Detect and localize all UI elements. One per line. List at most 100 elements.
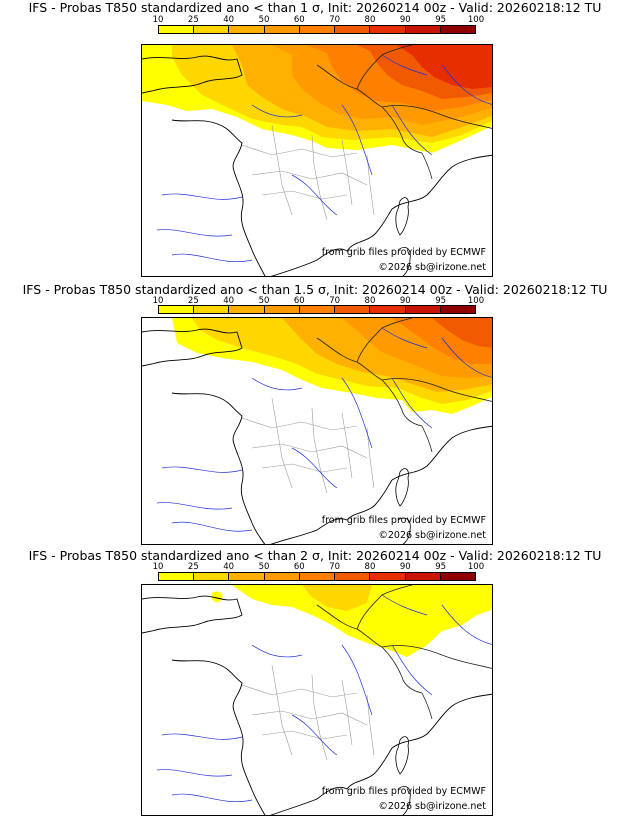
probability-map: from grib files provided by ECMWF ©2026 … (141, 317, 493, 545)
probability-map: from grib files provided by ECMWF ©2026 … (141, 584, 493, 816)
rivers (156, 327, 492, 532)
scale-swatch (229, 573, 265, 580)
scale-swatch (299, 26, 336, 33)
scale-swatch (159, 573, 195, 580)
coastline (142, 55, 492, 276)
scale-swatch (335, 573, 371, 580)
scale-swatch (299, 306, 336, 313)
scale-label: 95 (435, 296, 447, 306)
map-graphic (142, 318, 492, 544)
scale-swatch (440, 573, 475, 580)
color-scale-bar (158, 25, 476, 34)
panel-title: IFS - Probas T850 standardized ano < tha… (22, 282, 608, 297)
scale-label: 50 (258, 15, 270, 25)
prob-area-70 (432, 318, 492, 348)
scale-label: 100 (467, 296, 485, 306)
scale-label: 40 (223, 296, 235, 306)
national-borders (316, 585, 492, 720)
national-borders (316, 45, 492, 180)
scale-label: 80 (364, 562, 376, 572)
national-borders (316, 318, 492, 453)
probability-map: from grib files provided by ECMWF ©2026 … (141, 44, 493, 277)
scale-label: 60 (293, 296, 305, 306)
scale-swatch (405, 26, 441, 33)
panel-title: IFS - Probas T850 standardized ano < tha… (28, 0, 602, 15)
scale-label: 80 (364, 296, 376, 306)
scale-swatch (229, 306, 265, 313)
source-credit: from grib files provided by ECMWF (321, 515, 486, 526)
scale-swatch (159, 306, 195, 313)
island-sardinia (397, 517, 411, 544)
color-scale-bar (158, 305, 476, 314)
scale-label: 25 (187, 15, 199, 25)
scale-label: 50 (258, 562, 270, 572)
scale-label: 100 (467, 562, 485, 572)
copyright-credit: ©2026 sb@irizone.net (378, 262, 486, 273)
scale-label: 100 (467, 15, 485, 25)
scale-swatch (440, 306, 475, 313)
prob-area-80 (397, 45, 492, 89)
island-corsica (395, 197, 409, 236)
color-scale-labels: 10 25 40 50 60 70 80 90 95 100 (153, 296, 485, 306)
scale-label: 25 (187, 562, 199, 572)
scale-label: 10 (152, 562, 164, 572)
coastline (142, 328, 492, 544)
scale-swatch (405, 573, 441, 580)
scale-swatch (299, 573, 336, 580)
scale-label: 70 (329, 15, 341, 25)
copyright-credit: ©2026 sb@irizone.net (378, 530, 486, 541)
color-scale-labels: 10 25 40 50 60 70 80 90 95 100 (153, 15, 485, 25)
scale-swatch (194, 26, 230, 33)
source-credit: from grib files provided by ECMWF (321, 786, 486, 797)
source-credit: from grib files provided by ECMWF (321, 247, 486, 258)
scale-label: 60 (293, 562, 305, 572)
scale-label: 90 (399, 296, 411, 306)
forecast-panel-2: IFS - Probas T850 standardized ano < tha… (0, 272, 630, 548)
scale-label: 50 (258, 296, 270, 306)
rivers (156, 594, 492, 803)
forecast-panel-1: IFS - Probas T850 standardized ano < tha… (0, 0, 630, 277)
regional-borders (241, 664, 375, 761)
scale-swatch (335, 26, 371, 33)
color-scale-bar (158, 572, 476, 581)
coastline (142, 595, 492, 815)
scale-swatch (194, 573, 230, 580)
color-scale-labels: 10 25 40 50 60 70 80 90 95 100 (153, 562, 485, 572)
prob-area-25 (302, 585, 372, 611)
scale-swatch (370, 573, 406, 580)
scale-label: 10 (152, 296, 164, 306)
island-corsica (395, 468, 409, 507)
scale-label: 95 (435, 562, 447, 572)
rivers (156, 54, 492, 263)
island-sardinia (397, 786, 411, 815)
scale-label: 40 (223, 562, 235, 572)
scale-label: 90 (399, 562, 411, 572)
prob-area-10 (232, 585, 492, 657)
copyright-credit: ©2026 sb@irizone.net (378, 801, 486, 812)
regional-borders (241, 397, 375, 494)
scale-swatch (440, 26, 475, 33)
scale-label: 40 (223, 15, 235, 25)
scale-label: 90 (399, 15, 411, 25)
scale-label: 80 (364, 15, 376, 25)
scale-swatch (159, 26, 195, 33)
scale-label: 95 (435, 15, 447, 25)
scale-label: 25 (187, 296, 199, 306)
scale-swatch (370, 306, 406, 313)
scale-label: 60 (293, 15, 305, 25)
scale-swatch (264, 26, 300, 33)
island-sardinia (397, 247, 411, 276)
scale-swatch (264, 306, 300, 313)
scale-swatch (229, 26, 265, 33)
scale-swatch (335, 306, 371, 313)
map-graphic (142, 45, 492, 276)
panel-title: IFS - Probas T850 standardized ano < tha… (28, 548, 602, 563)
regional-borders (241, 124, 375, 221)
scale-label: 70 (329, 562, 341, 572)
scale-swatch (405, 306, 441, 313)
scale-swatch (194, 306, 230, 313)
scale-label: 10 (152, 15, 164, 25)
map-graphic (142, 585, 492, 815)
island-corsica (395, 736, 409, 775)
prob-area-10-patch (211, 591, 223, 603)
